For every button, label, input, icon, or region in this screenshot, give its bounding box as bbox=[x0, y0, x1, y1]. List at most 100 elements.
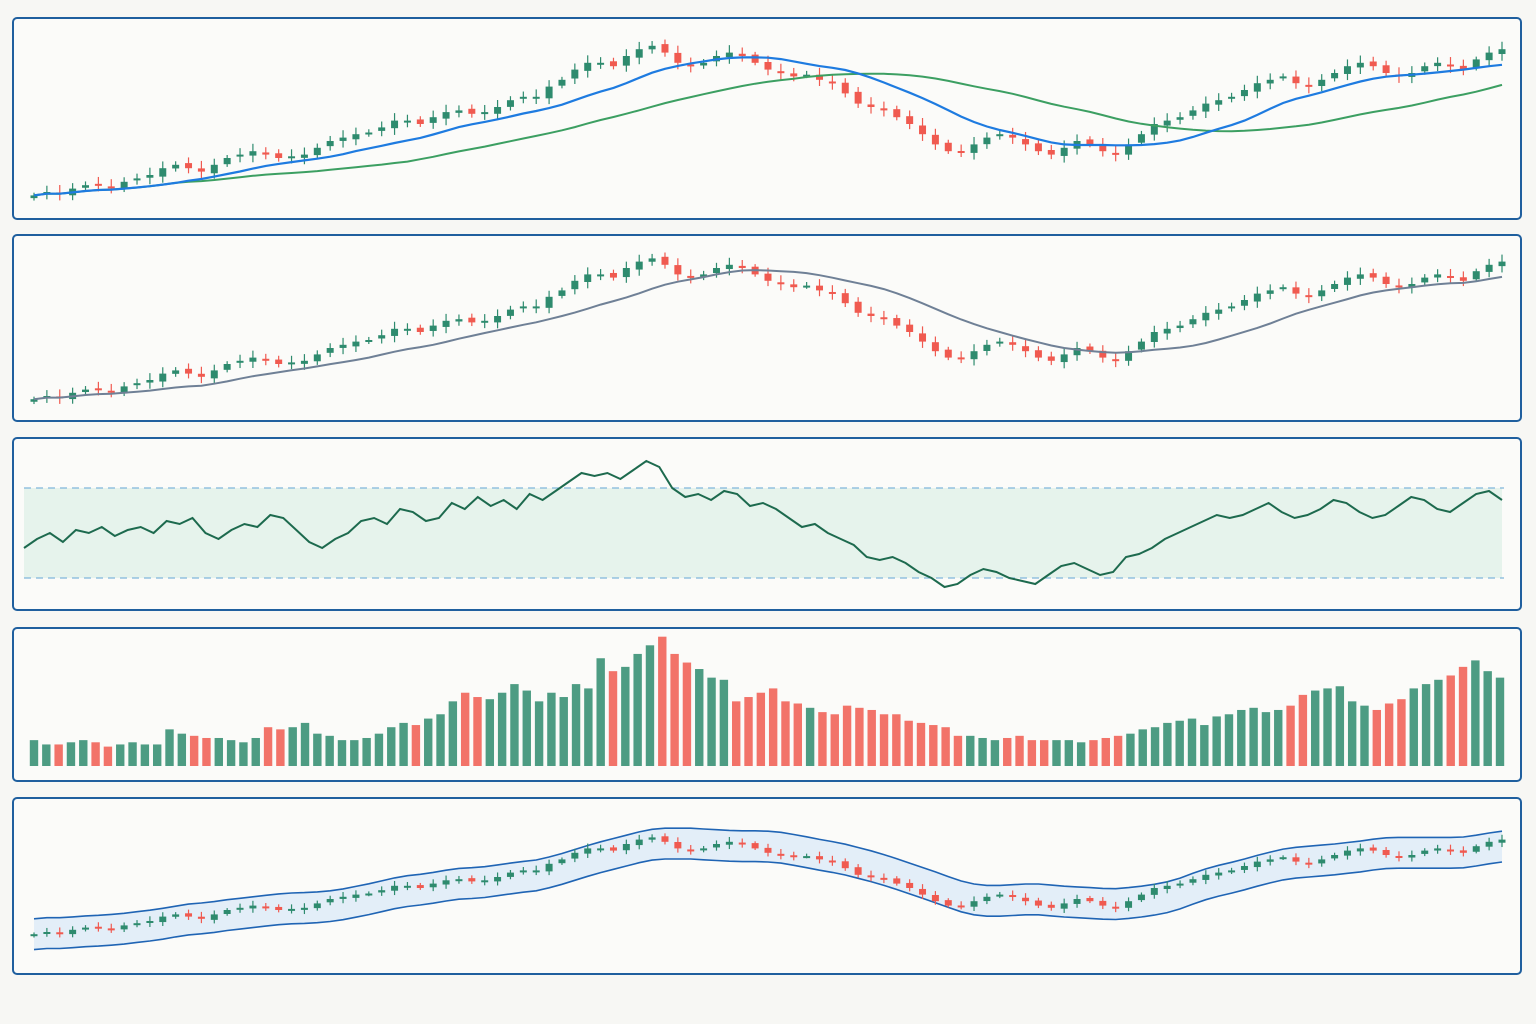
moving-average-fast-line bbox=[33, 56, 1503, 197]
candle-down bbox=[687, 275, 695, 278]
volume-bar-up bbox=[436, 714, 445, 766]
candle-up bbox=[1202, 312, 1210, 321]
candle-up bbox=[532, 870, 540, 873]
volume-bar-down bbox=[91, 742, 100, 766]
candle-up bbox=[1421, 66, 1429, 72]
candle-up bbox=[1163, 885, 1171, 890]
candle-up bbox=[326, 348, 334, 353]
candle-up bbox=[1331, 855, 1339, 859]
candle-up bbox=[1408, 855, 1416, 858]
candle-up bbox=[1228, 870, 1236, 873]
volume-bar-up bbox=[1064, 740, 1074, 766]
candle-up bbox=[365, 132, 373, 135]
candle-down bbox=[275, 153, 283, 158]
candle-up bbox=[1176, 883, 1184, 886]
candle-down bbox=[1395, 855, 1403, 858]
candle-down bbox=[893, 318, 901, 326]
candle-up bbox=[313, 903, 321, 909]
candle-up bbox=[481, 112, 489, 115]
candle-up bbox=[1060, 147, 1068, 156]
volume-bar-down bbox=[411, 725, 421, 766]
candle-up bbox=[584, 848, 592, 854]
volume-bar-down bbox=[1039, 740, 1049, 766]
candle-up bbox=[1356, 848, 1364, 852]
candle-up bbox=[1189, 110, 1197, 116]
candle-up bbox=[1189, 319, 1197, 325]
candle-up bbox=[352, 894, 360, 898]
volume-bar-up bbox=[1274, 709, 1283, 766]
candle-up bbox=[339, 344, 347, 348]
candle-up bbox=[1421, 277, 1429, 283]
candle-up bbox=[236, 907, 244, 910]
volume-bar-up bbox=[1175, 720, 1184, 766]
volume-bar-up bbox=[288, 727, 297, 766]
candle-down bbox=[854, 867, 862, 875]
candle-down bbox=[764, 273, 772, 281]
volume-bar-up bbox=[66, 742, 76, 766]
candle-down bbox=[790, 73, 798, 77]
candle-down bbox=[1459, 65, 1467, 70]
volume-chart bbox=[29, 636, 1505, 766]
candle-down bbox=[661, 44, 669, 53]
candle-up bbox=[365, 893, 373, 896]
candle-up bbox=[725, 264, 733, 270]
candle-up bbox=[545, 296, 553, 308]
volume-bar-up bbox=[177, 733, 187, 766]
volume-bar-down bbox=[1446, 675, 1455, 766]
candle-up bbox=[1125, 901, 1133, 908]
candle-up bbox=[970, 901, 978, 907]
candle-up bbox=[1176, 325, 1184, 329]
candle-down bbox=[764, 847, 772, 853]
candle-down bbox=[816, 856, 824, 860]
candle-up bbox=[455, 879, 463, 882]
candle-down bbox=[790, 284, 798, 288]
volume-bar-up bbox=[1076, 742, 1086, 766]
candle-down bbox=[262, 358, 270, 361]
volume-bar-down bbox=[670, 653, 679, 766]
candle-up bbox=[236, 154, 244, 157]
candle-up bbox=[300, 360, 308, 364]
candle-down bbox=[1395, 285, 1403, 288]
candle-up bbox=[82, 185, 90, 188]
volume-bar-up bbox=[399, 722, 408, 766]
volume-bar-up bbox=[707, 677, 716, 766]
candle-down bbox=[1034, 350, 1042, 358]
candle-up bbox=[1202, 103, 1210, 112]
candle-down bbox=[880, 877, 888, 880]
candle-down bbox=[738, 265, 746, 268]
candle-down bbox=[1034, 143, 1042, 152]
candle-down bbox=[906, 116, 914, 124]
candle-down bbox=[1022, 897, 1030, 902]
candle-down bbox=[893, 109, 901, 118]
volume-bar-up bbox=[1052, 740, 1061, 766]
candle-down bbox=[1099, 350, 1107, 358]
candle-up bbox=[1150, 888, 1158, 895]
candle-up bbox=[622, 56, 630, 66]
candle-up bbox=[1485, 264, 1493, 272]
volume-bar-down bbox=[916, 722, 926, 766]
candle-up bbox=[1498, 49, 1506, 55]
candle-down bbox=[790, 855, 798, 858]
candle-up bbox=[1253, 861, 1261, 868]
volume-bar-down bbox=[1458, 666, 1468, 766]
candle-up bbox=[313, 147, 321, 156]
candle-up bbox=[1356, 274, 1364, 279]
candle-up bbox=[1215, 100, 1223, 105]
candle-down bbox=[931, 342, 939, 352]
candle-up bbox=[159, 373, 167, 382]
candle-up bbox=[1343, 277, 1351, 285]
candle-up bbox=[1266, 290, 1274, 294]
candle-up bbox=[223, 910, 231, 915]
candle-down bbox=[919, 888, 927, 895]
volume-bar-up bbox=[1163, 722, 1172, 766]
candle-up bbox=[1408, 284, 1416, 288]
volume-bar-down bbox=[276, 729, 285, 766]
volume-bar-down bbox=[830, 714, 839, 766]
candle-up bbox=[172, 370, 180, 374]
candle-down bbox=[867, 875, 875, 878]
candle-up bbox=[1215, 872, 1223, 876]
candle-up bbox=[970, 144, 978, 153]
candle-up bbox=[455, 319, 463, 322]
candle-down bbox=[609, 272, 617, 278]
candle-up bbox=[146, 380, 154, 383]
